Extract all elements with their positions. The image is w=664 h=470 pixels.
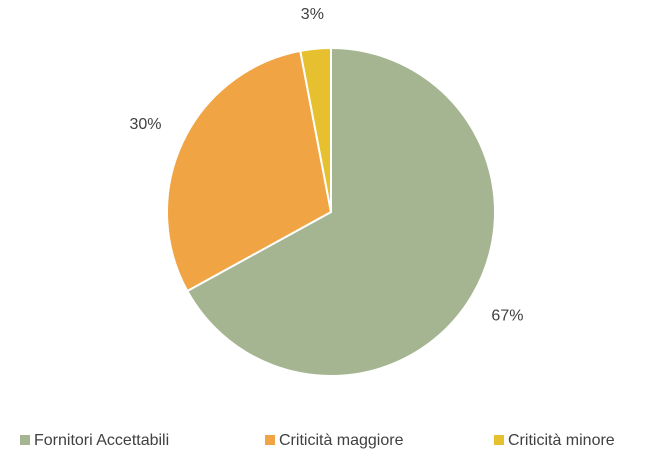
pie-slice (166, 49, 333, 293)
legend-swatch (494, 435, 504, 445)
data-label: 30% (129, 116, 161, 133)
legend-label: Criticità maggiore (279, 432, 404, 449)
legend-swatch (20, 435, 30, 445)
data-label: 67% (491, 308, 523, 325)
pie-slice (185, 46, 496, 377)
legend-swatch (265, 435, 275, 445)
legend-label: Fornitori Accettabili (34, 432, 169, 449)
pie-slice (299, 46, 332, 213)
data-label: 3% (301, 6, 324, 23)
legend-label: Criticità minore (508, 432, 615, 449)
